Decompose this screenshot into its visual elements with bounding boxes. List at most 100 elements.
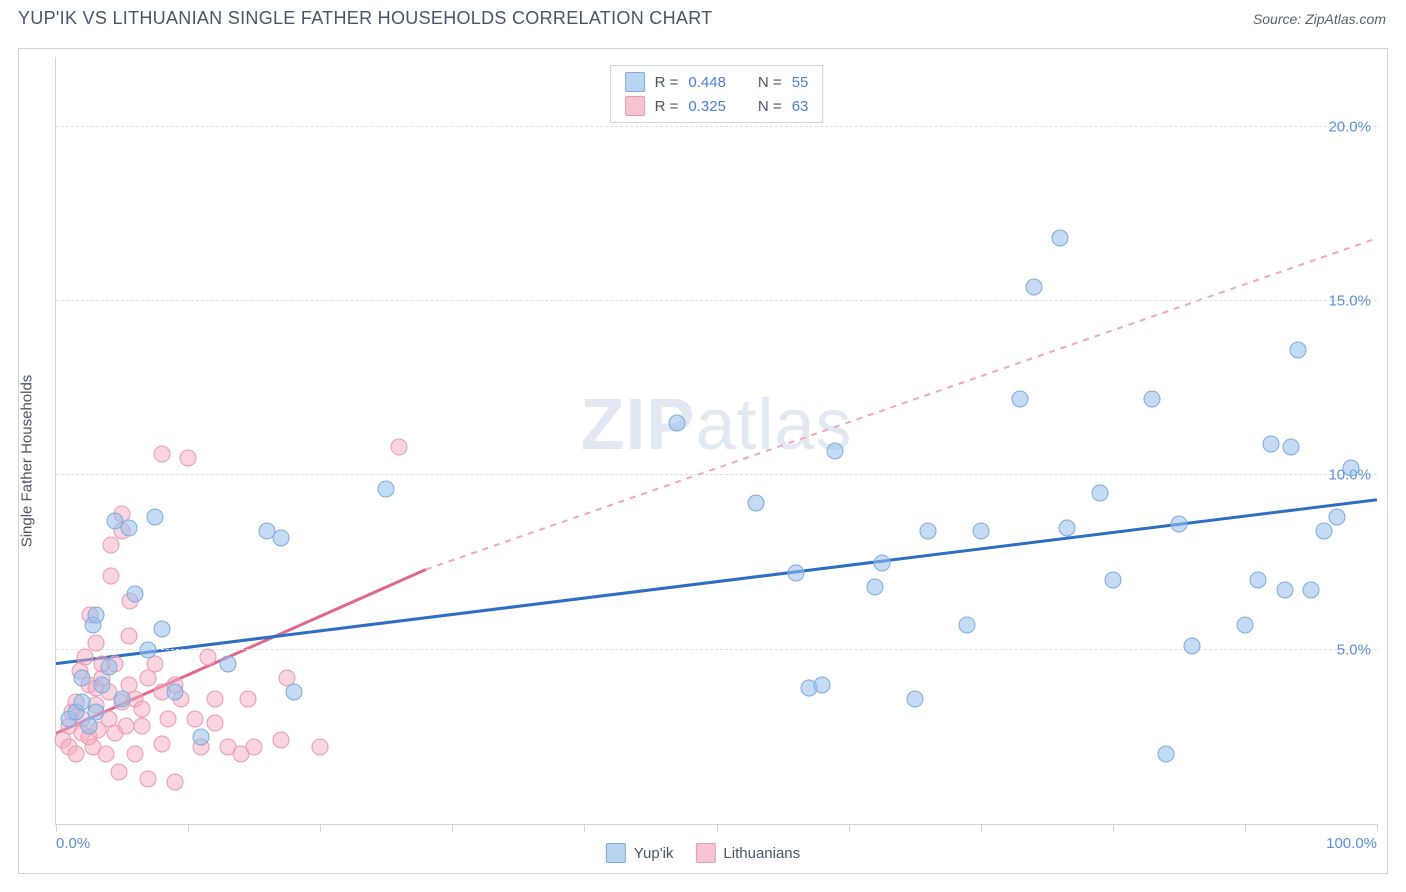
scatter-point (391, 439, 408, 456)
x-axis-tick (1245, 824, 1246, 832)
scatter-point (1051, 230, 1068, 247)
chart-container: Single Father Households ZIPatlas 0.0% 1… (18, 48, 1388, 874)
scatter-point (140, 641, 157, 658)
scatter-point (160, 711, 177, 728)
scatter-point (1091, 484, 1108, 501)
scatter-point (1170, 516, 1187, 533)
chart-header: YUP'IK VS LITHUANIAN SINGLE FATHER HOUSE… (0, 0, 1406, 35)
scatter-point (127, 585, 144, 602)
scatter-point (1276, 582, 1293, 599)
scatter-point (147, 509, 164, 526)
scatter-point (972, 523, 989, 540)
scatter-point (959, 617, 976, 634)
scatter-point (140, 770, 157, 787)
x-axis-tick (1377, 824, 1378, 832)
scatter-point (111, 763, 128, 780)
scatter-point (153, 446, 170, 463)
legend-stats-row: R = 0.325 N = 63 (611, 94, 823, 118)
scatter-point (285, 683, 302, 700)
y-axis-tick-label: 5.0% (1337, 641, 1371, 658)
y-axis-tick-label: 20.0% (1328, 118, 1371, 135)
scatter-point (1283, 439, 1300, 456)
scatter-point (114, 690, 131, 707)
scatter-point (668, 415, 685, 432)
scatter-point (1289, 341, 1306, 358)
trend-line (56, 569, 426, 733)
scatter-point (77, 648, 94, 665)
scatter-point (1012, 390, 1029, 407)
scatter-point (1316, 523, 1333, 540)
scatter-point (74, 669, 91, 686)
scatter-point (1302, 582, 1319, 599)
scatter-point (1250, 571, 1267, 588)
scatter-point (166, 683, 183, 700)
scatter-point (87, 606, 104, 623)
scatter-point (748, 495, 765, 512)
legend-n-label: N = (758, 98, 782, 115)
scatter-point (873, 554, 890, 571)
legend-n-label: N = (758, 74, 782, 91)
scatter-point (1263, 436, 1280, 453)
scatter-point (1329, 509, 1346, 526)
scatter-point (87, 634, 104, 651)
legend-series-item: Lithuanians (695, 843, 800, 863)
scatter-point (133, 718, 150, 735)
legend-stats-row: R = 0.448 N = 55 (611, 70, 823, 94)
x-axis-tick (452, 824, 453, 832)
y-axis-title: Single Father Households (19, 375, 36, 548)
x-axis-tick (717, 824, 718, 832)
scatter-point (312, 739, 329, 756)
legend-r-value: 0.325 (688, 98, 726, 115)
chart-source: Source: ZipAtlas.com (1253, 11, 1386, 27)
legend-r-label: R = (655, 74, 679, 91)
scatter-point (1058, 519, 1075, 536)
x-axis-tick (188, 824, 189, 832)
scatter-point (272, 530, 289, 547)
scatter-point (867, 578, 884, 595)
scatter-point (120, 627, 137, 644)
legend-series-item: Yup'ik (606, 843, 674, 863)
x-axis-label-min: 0.0% (56, 835, 90, 852)
legend-series-label: Yup'ik (634, 845, 674, 862)
scatter-point (186, 711, 203, 728)
scatter-point (193, 728, 210, 745)
scatter-point (67, 746, 84, 763)
legend-swatch (695, 843, 715, 863)
x-axis-label-max: 100.0% (1326, 835, 1377, 852)
scatter-point (153, 620, 170, 637)
scatter-point (120, 519, 137, 536)
scatter-point (180, 449, 197, 466)
scatter-point (127, 746, 144, 763)
scatter-point (206, 690, 223, 707)
trend-lines-svg (56, 57, 1377, 824)
legend-r-label: R = (655, 98, 679, 115)
scatter-point (239, 690, 256, 707)
legend-swatch (606, 843, 626, 863)
scatter-point (98, 746, 115, 763)
gridline-h (56, 474, 1377, 475)
scatter-point (206, 714, 223, 731)
x-axis-tick (981, 824, 982, 832)
scatter-point (1342, 460, 1359, 477)
scatter-point (166, 774, 183, 791)
scatter-point (378, 481, 395, 498)
legend-series: Yup'ik Lithuanians (606, 843, 800, 863)
scatter-point (827, 442, 844, 459)
scatter-point (133, 700, 150, 717)
scatter-point (94, 676, 111, 693)
scatter-point (1184, 638, 1201, 655)
chart-title: YUP'IK VS LITHUANIAN SINGLE FATHER HOUSE… (18, 8, 712, 29)
scatter-point (272, 732, 289, 749)
legend-swatch (625, 96, 645, 116)
legend-n-value: 63 (792, 98, 809, 115)
scatter-point (103, 568, 120, 585)
watermark: ZIPatlas (580, 384, 852, 466)
scatter-point (787, 564, 804, 581)
x-axis-tick (849, 824, 850, 832)
gridline-h (56, 300, 1377, 301)
legend-n-value: 55 (792, 74, 809, 91)
legend-series-label: Lithuanians (723, 845, 800, 862)
scatter-point (103, 537, 120, 554)
scatter-point (1144, 390, 1161, 407)
scatter-point (1157, 746, 1174, 763)
